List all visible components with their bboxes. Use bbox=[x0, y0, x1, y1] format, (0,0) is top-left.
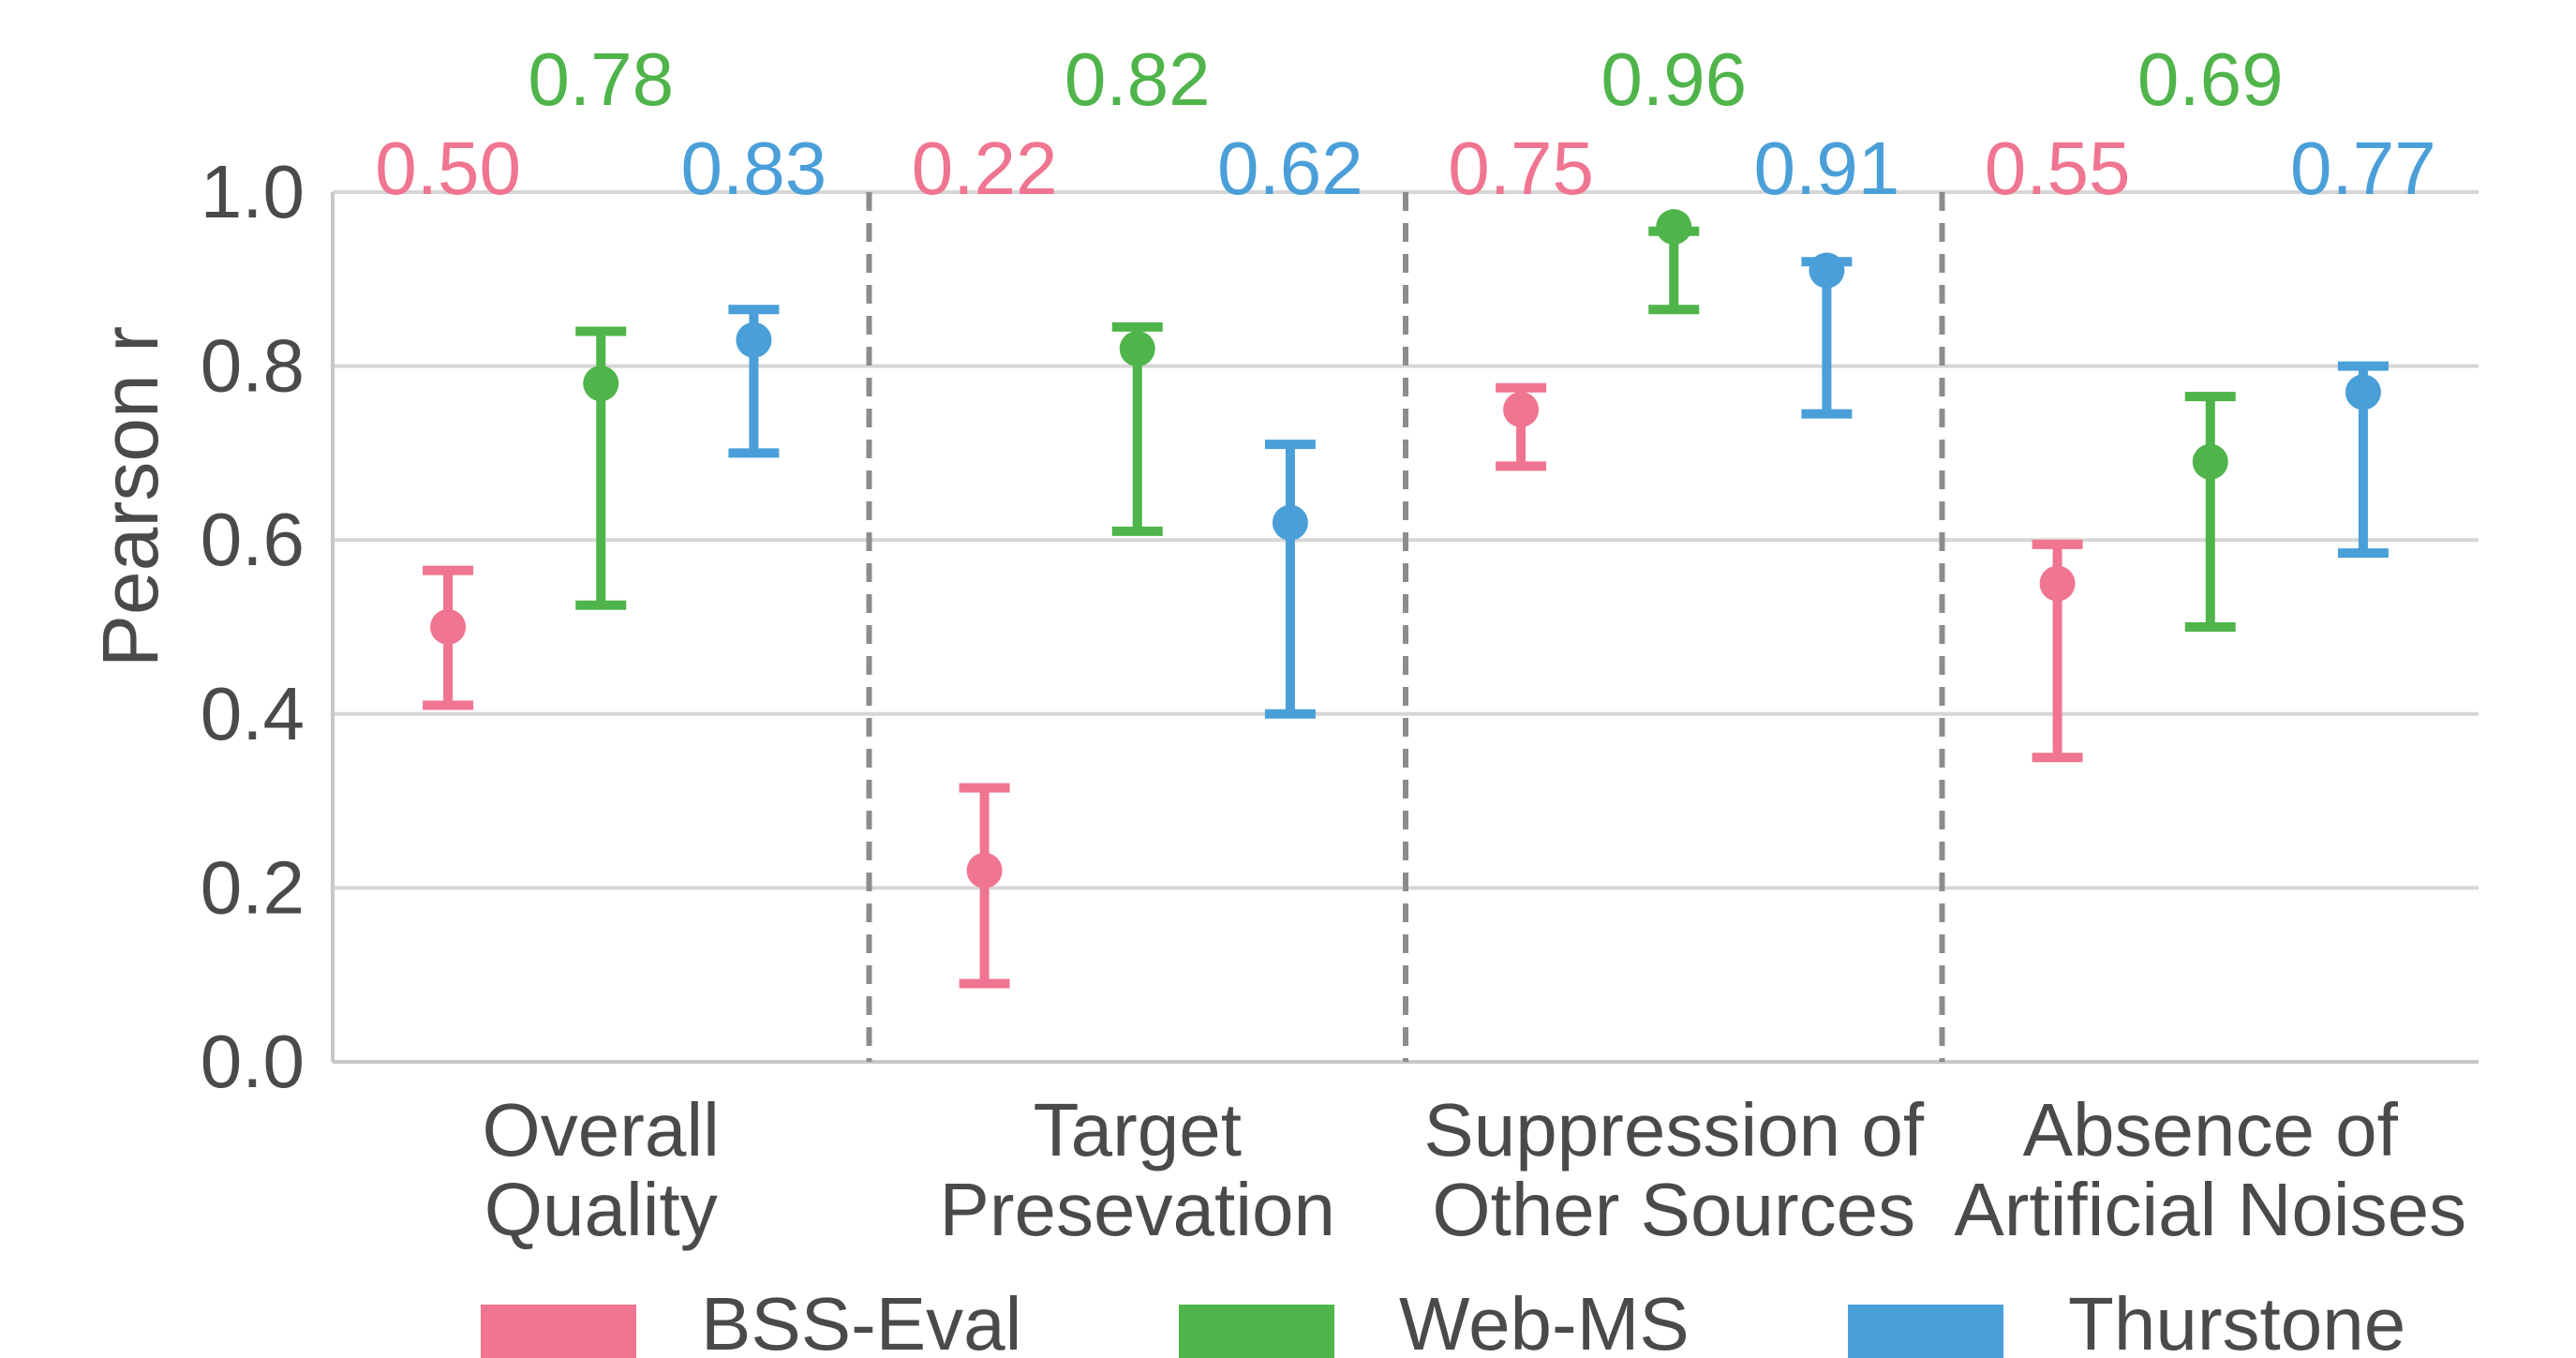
value-annotation: 0.55 bbox=[1985, 127, 2131, 210]
category-label: Suppression of bbox=[1423, 1088, 1924, 1171]
y-tick-label: 0.8 bbox=[201, 324, 305, 408]
value-annotation: 0.69 bbox=[2137, 37, 2284, 121]
category-label: Target bbox=[1034, 1088, 1242, 1171]
legend-label: Thurstone bbox=[2068, 1282, 2405, 1358]
value-annotation: 0.82 bbox=[1065, 37, 1211, 121]
value-annotation: 0.62 bbox=[1217, 127, 1363, 210]
y-tick-labels: 0.0 0.2 0.4 0.6 0.8 1.0 bbox=[201, 150, 305, 1103]
data-points bbox=[430, 209, 2381, 888]
legend: BSS-Eval Web-MS Thurstone bbox=[481, 1282, 2405, 1358]
category-label: Artificial Noises bbox=[1954, 1168, 2466, 1251]
data-point bbox=[966, 852, 1003, 888]
legend-swatch bbox=[481, 1305, 636, 1358]
legend-label: BSS-Eval bbox=[701, 1282, 1021, 1358]
value-annotation: 0.96 bbox=[1601, 37, 1747, 121]
y-tick-label: 0.0 bbox=[201, 1020, 305, 1103]
category-label: Quality bbox=[484, 1168, 718, 1251]
value-annotation: 0.75 bbox=[1448, 127, 1594, 210]
y-tick-label: 0.6 bbox=[201, 498, 305, 581]
data-point bbox=[1272, 504, 1308, 541]
value-annotation: 0.83 bbox=[681, 127, 827, 210]
data-point bbox=[736, 321, 772, 358]
category-label: Overall bbox=[483, 1088, 720, 1171]
value-annotations: 0.780.50 0.83 0.820.22 0.62 0.960.75 0.91 0.69… bbox=[375, 37, 2436, 210]
data-point bbox=[1656, 209, 1692, 246]
category-label: Absence of bbox=[2023, 1088, 2399, 1171]
data-point bbox=[430, 609, 467, 645]
data-point bbox=[1503, 392, 1540, 427]
category-label: Other Sources bbox=[1432, 1168, 1915, 1251]
y-tick-label: 0.2 bbox=[201, 845, 305, 929]
value-annotation: 0.78 bbox=[528, 37, 674, 121]
data-point bbox=[2345, 374, 2381, 410]
category-label: Presevation bbox=[940, 1168, 1335, 1251]
y-tick-label: 0.4 bbox=[201, 672, 305, 755]
y-tick-label: 1.0 bbox=[201, 150, 305, 233]
group-separators bbox=[866, 192, 1945, 1062]
value-annotation: 0.77 bbox=[2290, 127, 2436, 210]
data-point bbox=[2192, 443, 2228, 480]
data-point bbox=[1809, 252, 1845, 289]
y-axis-label: Pearson r bbox=[86, 326, 174, 667]
legend-swatch bbox=[1848, 1305, 2003, 1358]
value-annotation: 0.50 bbox=[375, 127, 521, 210]
data-point bbox=[1119, 331, 1155, 367]
legend-label: Web-MS bbox=[1399, 1282, 1690, 1358]
data-point bbox=[583, 366, 619, 402]
legend-swatch bbox=[1179, 1305, 1334, 1358]
value-annotation: 0.91 bbox=[1754, 127, 1900, 210]
data-point bbox=[2039, 565, 2076, 602]
value-annotation: 0.22 bbox=[912, 127, 1058, 210]
